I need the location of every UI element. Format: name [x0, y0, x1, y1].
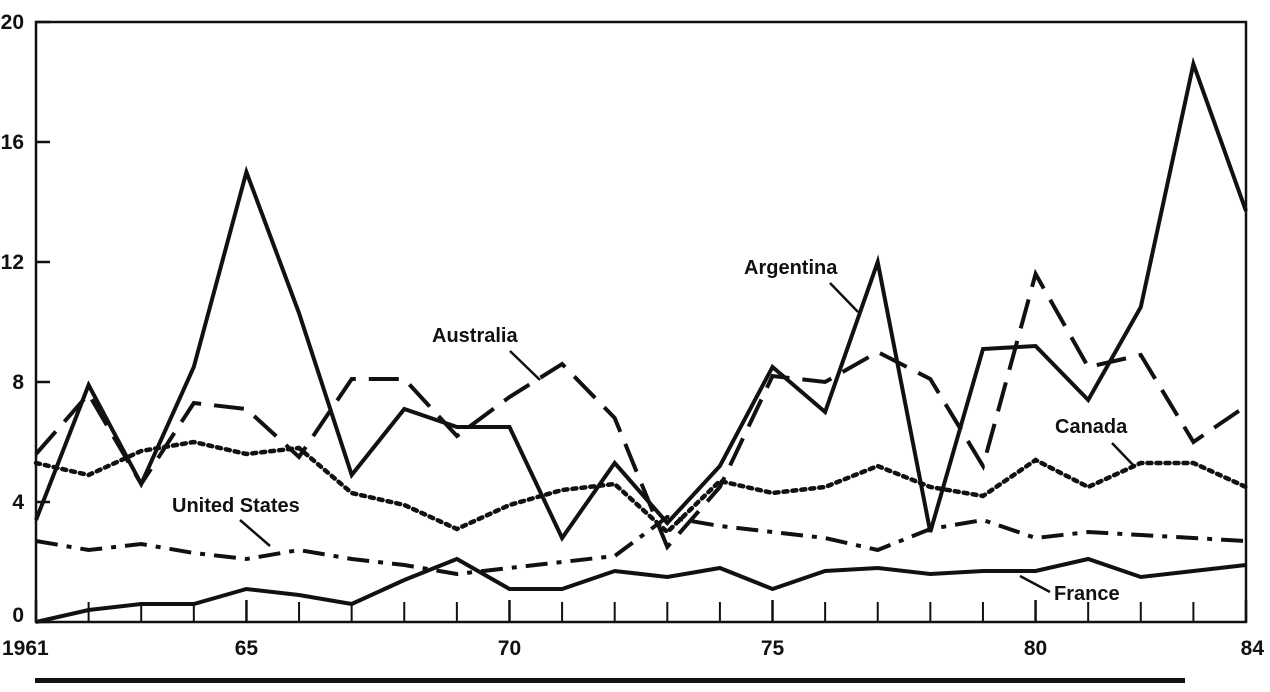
- y-tick-label: 12: [1, 251, 24, 274]
- plot-frame: [34, 20, 1248, 624]
- y-tick-label: 8: [12, 371, 24, 394]
- series-line-argentina: [34, 56, 1248, 542]
- series-lines: [33, 56, 1249, 624]
- series-line-united-states: [35, 514, 1247, 577]
- y-tick-label: 20: [1, 11, 24, 34]
- leader-line-argentina: [829, 282, 859, 313]
- leader-line-france: [1019, 574, 1051, 594]
- axes: 0 4 8 12 16 20 1961 65 70 75 80 84: [1, 11, 1265, 660]
- x-tick-label: 75: [761, 637, 785, 660]
- y-tick-label: 0: [12, 604, 24, 627]
- series-line-australia: [34, 268, 1248, 551]
- series-label-canada: Canada: [1055, 416, 1128, 438]
- series-line-canada: [33, 439, 1249, 536]
- leader-line-canada: [1111, 442, 1135, 467]
- series-label-australia: Australia: [432, 325, 518, 347]
- y-tick-label: 16: [1, 131, 24, 154]
- annotations: Argentina Australia Canada United States Fra…: [172, 257, 1135, 605]
- bottom-rule: [35, 678, 1185, 683]
- x-tick-label: 1961: [2, 637, 49, 660]
- y-tick-label: 4: [12, 491, 24, 514]
- leader-line-united-states: [239, 519, 271, 547]
- x-tick-label: 65: [235, 637, 259, 660]
- x-tick-label: 84: [1241, 637, 1265, 660]
- x-tick-label: 80: [1024, 637, 1047, 660]
- x-tick-label: 70: [498, 637, 521, 660]
- series-label-united-states: United States: [172, 495, 300, 517]
- series-line-france: [35, 556, 1247, 624]
- leader-line-australia: [509, 350, 541, 381]
- series-label-argentina: Argentina: [744, 257, 838, 279]
- series-label-france: France: [1054, 583, 1120, 605]
